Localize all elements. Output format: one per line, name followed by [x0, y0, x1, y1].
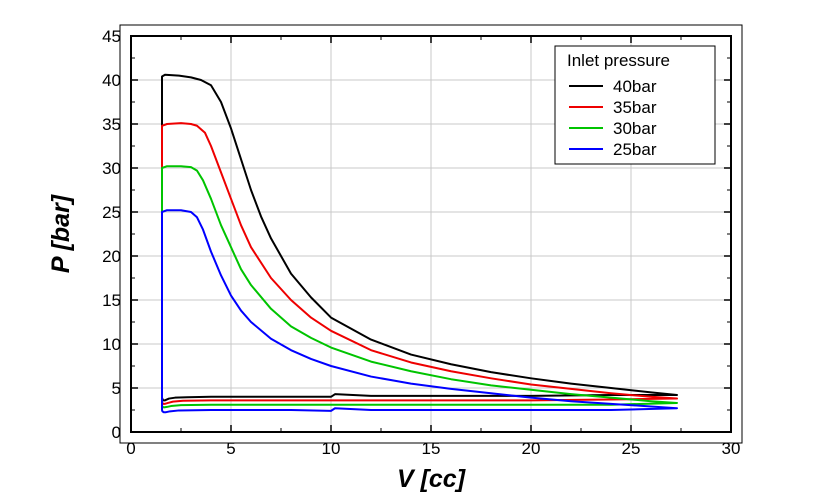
y-tick-label: 25 — [102, 203, 121, 222]
y-tick-label: 20 — [102, 247, 121, 266]
y-tick-label: 40 — [102, 71, 121, 90]
y-tick-label: 0 — [112, 423, 121, 442]
x-tick-label: 15 — [422, 439, 441, 458]
x-tick-label: 10 — [322, 439, 341, 458]
x-tick-label: 0 — [126, 439, 135, 458]
x-tick-label: 25 — [622, 439, 641, 458]
legend-title: Inlet pressure — [567, 51, 670, 70]
y-tick-label: 5 — [112, 379, 121, 398]
legend-label: 35bar — [613, 98, 657, 117]
pv-chart: 0 5 10 15 20 25 30 0 5 10 15 20 25 30 35 40 45 V [cc] P [b… — [0, 0, 827, 503]
legend-label: 40bar — [613, 77, 657, 96]
y-tick-label: 35 — [102, 115, 121, 134]
legend-label: 25bar — [613, 140, 657, 159]
x-axis-title: V [cc] — [397, 465, 467, 493]
x-tick-label: 5 — [226, 439, 235, 458]
x-tick-label: 30 — [722, 439, 741, 458]
y-tick-label: 10 — [102, 335, 121, 354]
y-tick-label: 30 — [102, 159, 121, 178]
y-tick-label: 45 — [102, 27, 121, 46]
y-tick-label: 15 — [102, 291, 121, 310]
y-axis-title: P [bar] — [47, 193, 75, 273]
legend-label: 30bar — [613, 119, 657, 138]
x-tick-label: 20 — [522, 439, 541, 458]
